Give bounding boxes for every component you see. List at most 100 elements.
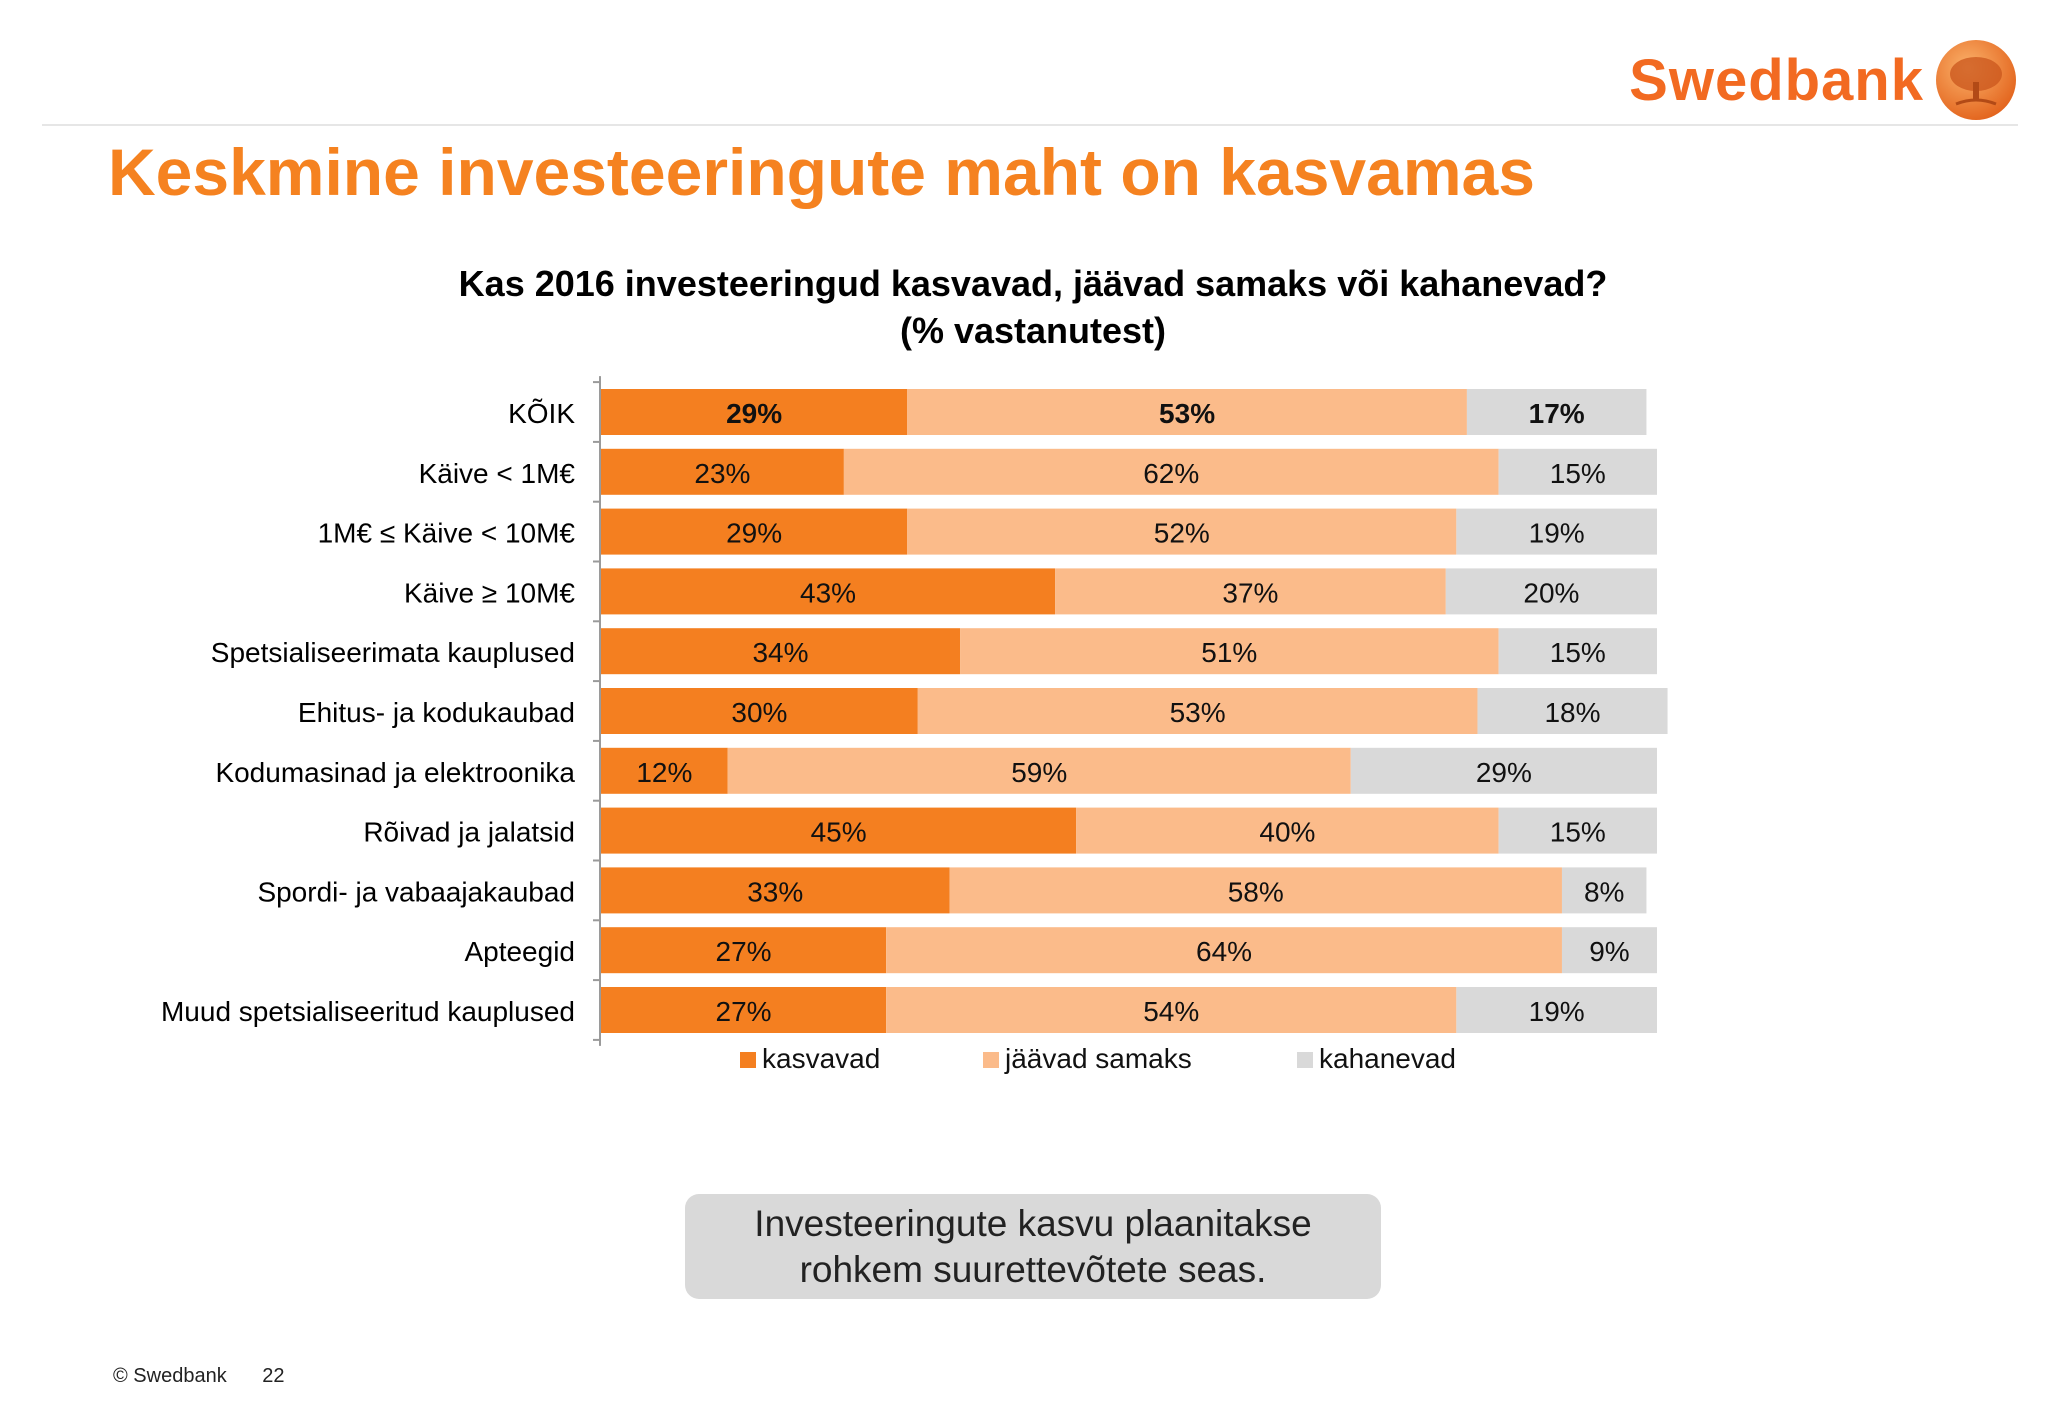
legend-label: jäävad samaks <box>1004 1043 1192 1074</box>
data-label: 15% <box>1550 817 1606 848</box>
legend-label: kahanevad <box>1319 1043 1456 1074</box>
category-axis <box>593 376 601 1046</box>
bar-segment <box>1456 987 1657 1033</box>
brand-wordmark: Swedbank <box>1629 47 1924 113</box>
data-label: 30% <box>731 697 787 728</box>
legend: kasvavad jäävad samaks kahanevad <box>740 1043 1456 1074</box>
bar-segment <box>949 867 1562 914</box>
category-label: Apteegid <box>464 936 575 967</box>
footer: © Swedbank 22 <box>113 1365 285 1388</box>
data-label: 40% <box>1259 817 1315 848</box>
footer-copyright: © Swedbank <box>113 1365 227 1387</box>
bar-segment <box>917 688 1478 734</box>
data-label: 52% <box>1154 518 1210 549</box>
swedbank-logo: Swedbank <box>1629 38 2018 122</box>
bar-segment <box>601 747 728 794</box>
bar-segment <box>1498 628 1657 675</box>
data-label: 20% <box>1523 577 1579 608</box>
data-label: 15% <box>1550 458 1606 489</box>
bar-segment <box>1498 807 1657 854</box>
legend-swatch <box>740 1052 756 1068</box>
data-label: 9% <box>1589 936 1629 967</box>
legend-label: kasvavad <box>762 1043 880 1074</box>
category-label: Spordi- ja vabaajakaubad <box>257 876 575 907</box>
category-label: Käive ≥ 10M€ <box>404 577 575 608</box>
bar-segment <box>886 927 1562 974</box>
data-label: 29% <box>726 518 782 549</box>
category-label: Muud spetsialiseeritud kauplused <box>161 996 575 1027</box>
category-label: KÕIK <box>508 398 575 429</box>
category-label: Käive < 1M€ <box>419 458 576 489</box>
bar-segment <box>1445 568 1657 615</box>
bar-segment <box>1055 568 1446 615</box>
data-label: 64% <box>1196 936 1252 967</box>
category-labels: KÕIK Käive < 1M€ 1M€ ≤ Käive < 10M€ Käive ≥… <box>161 398 575 1027</box>
header-divider <box>42 124 2018 126</box>
category-label: Rõivad ja jalatsid <box>363 817 575 848</box>
bar-segment <box>601 807 1077 854</box>
bar-segment <box>727 747 1351 794</box>
callout-text: Investeeringute kasvu plaanitakse rohkem… <box>754 1202 1312 1290</box>
bar-segment <box>960 628 1499 675</box>
bar-segment <box>601 628 961 675</box>
oak-tree-icon <box>1936 40 2016 120</box>
bar-segment <box>1561 867 1647 914</box>
data-label: 37% <box>1222 577 1278 608</box>
bar-segment <box>886 987 1457 1033</box>
bars: 29% 53% 17% 23% 62% 15% 29% 52% 19% 43% 37% 20% 34% 5… <box>601 389 1668 1033</box>
data-label: 33% <box>747 876 803 907</box>
data-label: 8% <box>1584 876 1624 907</box>
stacked-bar-chart: Kas 2016 investeeringud kasvavad, jäävad… <box>161 263 1668 1074</box>
slide-title: Keskmine investeeringute maht on kasvama… <box>108 135 1535 209</box>
data-label: 17% <box>1529 398 1585 429</box>
data-label: 18% <box>1544 697 1600 728</box>
bar-segment <box>1076 807 1499 854</box>
bar-segment <box>601 448 844 495</box>
legend-swatch <box>1297 1052 1313 1068</box>
category-label: Spetsialiseerimata kauplused <box>211 637 575 668</box>
data-label: 15% <box>1550 637 1606 668</box>
bar-segment <box>601 389 908 435</box>
bar-segment <box>907 508 1457 555</box>
data-label: 23% <box>694 458 750 489</box>
bar-segment <box>601 927 887 974</box>
bar-segment <box>601 867 950 914</box>
data-label: 53% <box>1170 697 1226 728</box>
data-label: 19% <box>1529 996 1585 1027</box>
bar-segment <box>1456 508 1657 555</box>
data-label: 53% <box>1159 398 1215 429</box>
bar-segment <box>601 987 887 1033</box>
bar-segment <box>1466 389 1647 435</box>
data-label: 54% <box>1143 996 1199 1027</box>
data-label: 34% <box>752 637 808 668</box>
data-label: 29% <box>726 398 782 429</box>
category-label: 1M€ ≤ Käive < 10M€ <box>318 518 576 549</box>
bar-segment <box>843 448 1499 495</box>
data-label: 45% <box>811 817 867 848</box>
data-label: 43% <box>800 577 856 608</box>
data-label: 59% <box>1011 757 1067 788</box>
bar-segment <box>1477 688 1668 734</box>
data-label: 51% <box>1201 637 1257 668</box>
page-number: 22 <box>262 1365 285 1387</box>
bar-segment <box>601 688 918 734</box>
data-label: 12% <box>636 757 692 788</box>
data-label: 27% <box>716 996 772 1027</box>
legend-swatch <box>983 1052 999 1068</box>
bar-segment <box>907 389 1467 435</box>
data-label: 19% <box>1529 518 1585 549</box>
bar-segment <box>1498 448 1657 495</box>
bar-segment <box>601 508 908 555</box>
data-label: 58% <box>1228 876 1284 907</box>
category-label: Kodumasinad ja elektroonika <box>215 757 575 788</box>
data-label: 27% <box>716 936 772 967</box>
data-label: 62% <box>1143 458 1199 489</box>
bar-segment <box>601 568 1056 615</box>
bar-segment <box>1350 747 1657 794</box>
category-label: Ehitus- ja kodukaubad <box>298 697 575 728</box>
chart-title: Kas 2016 investeeringud kasvavad, jäävad… <box>459 263 1608 304</box>
bar-segment <box>1561 927 1657 974</box>
chart-subtitle: (% vastanutest) <box>900 310 1166 351</box>
insight-callout: Investeeringute kasvu plaanitakse rohkem… <box>685 1194 1381 1299</box>
data-label: 29% <box>1476 757 1532 788</box>
